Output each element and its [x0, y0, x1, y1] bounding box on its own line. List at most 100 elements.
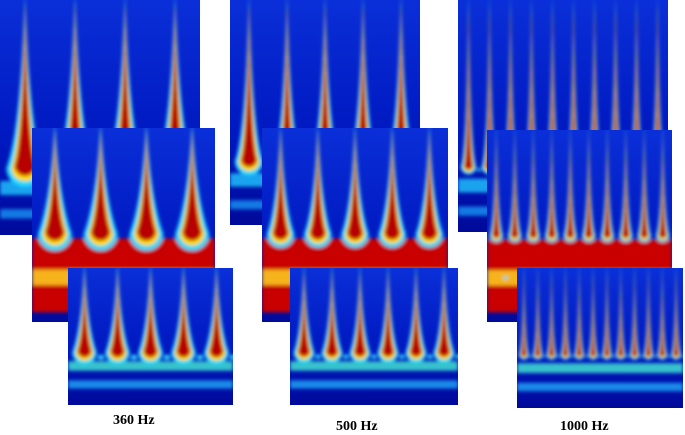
- ridge-core: [45, 134, 65, 241]
- ridge-core: [617, 274, 624, 357]
- node: [97, 354, 105, 360]
- ridge-core: [421, 134, 438, 240]
- ridge-core: [485, 6, 494, 170]
- node: [626, 355, 630, 358]
- node: [163, 354, 171, 360]
- ridge-core: [527, 6, 536, 170]
- ridge-core: [506, 6, 515, 170]
- ridge-core: [279, 6, 295, 168]
- ridge-core: [645, 274, 652, 357]
- ridge-core: [143, 274, 158, 358]
- ridge-core: [241, 6, 257, 168]
- ridge-core: [492, 136, 501, 239]
- ridge-core: [110, 274, 125, 358]
- scalogram-features: [517, 268, 683, 392]
- ridge-core: [510, 136, 519, 239]
- band: [68, 380, 233, 389]
- node: [196, 354, 204, 360]
- ridge-core: [590, 6, 599, 170]
- band: [290, 361, 458, 371]
- ridge-core: [464, 6, 473, 170]
- ridge-core: [209, 274, 224, 358]
- ridge-core: [653, 6, 662, 170]
- ridge-core: [659, 274, 666, 357]
- node: [476, 168, 482, 172]
- ridge-core: [317, 6, 333, 168]
- ridge-core: [631, 274, 638, 357]
- ridge-core: [547, 136, 556, 239]
- scalogram: [68, 268, 233, 405]
- ridge-core: [529, 136, 538, 239]
- ridge-core: [576, 274, 583, 357]
- ridge-core: [393, 6, 409, 168]
- ridge-core: [590, 274, 596, 357]
- band: [517, 363, 683, 373]
- ridge-core: [384, 134, 400, 240]
- ridge-core: [438, 274, 450, 357]
- ridge-core: [584, 136, 593, 239]
- ridge-core: [569, 6, 578, 170]
- frequency-label: 500 Hz: [336, 419, 378, 434]
- frequency-label: 360 Hz: [113, 413, 155, 428]
- node: [503, 276, 508, 280]
- band: [517, 382, 683, 392]
- node: [667, 355, 671, 358]
- ridge-core: [548, 6, 557, 170]
- scalogram: [517, 268, 683, 408]
- node: [342, 354, 350, 359]
- ridge-core: [347, 134, 363, 240]
- frequency-label: 1000 Hz: [560, 419, 609, 434]
- ridge-core: [604, 274, 610, 357]
- node: [398, 354, 406, 359]
- scalogram-features: [68, 268, 233, 389]
- ridge-core: [410, 274, 422, 357]
- ridge-core: [562, 274, 569, 357]
- ridge-core: [77, 274, 92, 358]
- band: [68, 361, 233, 371]
- ridge-core: [521, 274, 527, 357]
- ridge-core: [382, 274, 394, 357]
- ridge-core: [354, 274, 366, 357]
- node: [556, 355, 561, 358]
- node: [598, 355, 602, 358]
- node: [543, 355, 547, 358]
- ridge-core: [640, 136, 649, 239]
- ridge-core: [673, 274, 679, 357]
- scalogram-features: [290, 268, 458, 389]
- node: [229, 354, 233, 360]
- ridge-core: [603, 136, 612, 239]
- scalogram-panels: [0, 0, 683, 408]
- node: [454, 354, 458, 359]
- ridge-core: [272, 134, 289, 240]
- node: [639, 355, 644, 358]
- ridge-core: [611, 6, 620, 170]
- ridge-core: [136, 134, 156, 241]
- ridge-core: [566, 136, 575, 239]
- ridge-core: [632, 6, 641, 170]
- ridge-core: [182, 134, 202, 241]
- node: [314, 354, 322, 359]
- node: [653, 355, 657, 358]
- node: [370, 354, 378, 359]
- node: [681, 355, 683, 358]
- ridge-core: [621, 136, 630, 239]
- ridge-core: [298, 274, 310, 357]
- node: [570, 355, 574, 358]
- ridge-core: [658, 136, 667, 239]
- ridge-core: [326, 274, 338, 357]
- node: [426, 354, 434, 359]
- node: [130, 354, 138, 360]
- band: [290, 380, 458, 389]
- ridge-core: [355, 6, 371, 168]
- node: [584, 355, 588, 358]
- scalogram: [290, 268, 458, 405]
- node: [612, 355, 616, 358]
- ridge-core: [310, 134, 326, 240]
- ridge-core: [534, 274, 541, 357]
- ridge-core: [548, 274, 555, 357]
- node: [529, 355, 533, 358]
- ridge-core: [14, 6, 36, 176]
- ridge-core: [91, 134, 111, 241]
- ridge-core: [176, 274, 191, 358]
